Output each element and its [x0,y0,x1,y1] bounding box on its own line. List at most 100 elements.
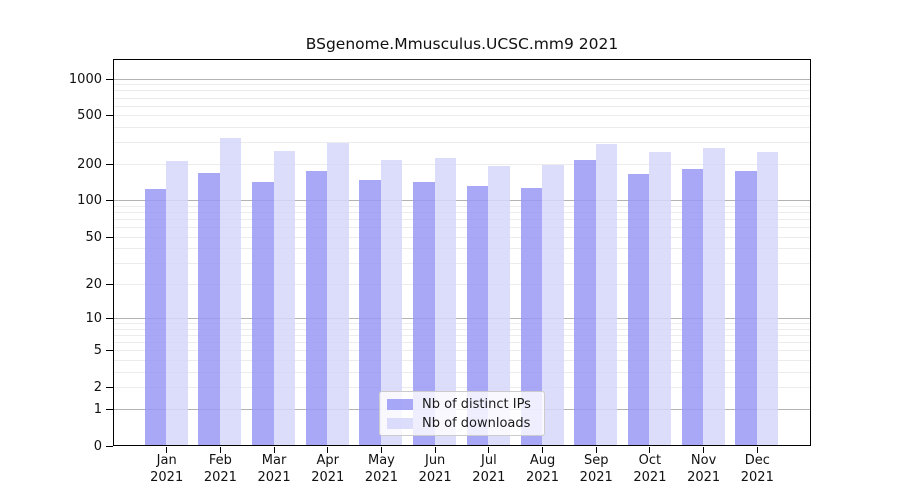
bar-distinct-ips [252,182,274,445]
x-tick-year: 2021 [364,469,398,485]
y-tick-mark [106,115,113,117]
minor-gridline [114,205,810,207]
legend-item-downloads: Nb of downloads [387,416,544,431]
y-tick-label: 5 [93,343,102,359]
minor-gridline [114,350,810,352]
minor-gridline [114,90,810,92]
bar-distinct-ips [198,173,220,445]
y-tick-mark [106,408,113,410]
x-tick-label: Jan 2021 [139,453,195,486]
x-tick-year: 2021 [525,469,560,485]
y-tick-mark [106,387,113,389]
x-tick-label: Nov 2021 [676,453,732,486]
x-tick-month: May [368,453,395,468]
x-tick-month: Feb [208,453,232,468]
bar-distinct-ips [520,187,543,445]
minor-gridline [114,263,810,265]
legend-label-distinct-ips: Nb of distinct IPs [422,396,531,412]
legend-item-distinct-ips: Nb of distinct IPs [387,397,544,412]
bar-distinct-ips [627,174,650,445]
x-tick-year: 2021 [687,469,721,485]
x-tick-month: Jul [481,453,497,468]
minor-gridline [114,97,810,99]
minor-gridline [114,360,810,362]
minor-gridline [114,163,810,165]
x-tick-label: Feb 2021 [192,453,248,486]
y-tick-mark [106,163,113,165]
y-tick-mark [106,318,113,320]
x-tick-year: 2021 [633,469,667,485]
bar-distinct-ips [359,179,381,445]
x-tick-year: 2021 [311,469,345,485]
y-tick-mark [106,350,113,352]
x-tick-mark [488,447,490,453]
x-tick-year: 2021 [418,469,452,485]
minor-gridline [114,219,810,221]
y-tick-label: 200 [77,156,102,172]
legend: Nb of distinct IPs Nb of downloads [379,391,545,436]
x-tick-mark [380,447,382,453]
bar-downloads [542,164,564,445]
x-tick-label: Jun 2021 [407,453,463,486]
y-tick-label: 20 [85,276,102,292]
legend-swatch-downloads-icon [387,417,413,429]
bar-distinct-ips [305,171,328,445]
x-tick-mark [273,447,275,453]
x-tick-label: Aug 2021 [515,453,571,486]
y-tick-label: 500 [77,108,102,124]
minor-gridline [114,236,810,238]
x-tick-month: Sep [583,453,609,468]
bar-downloads [756,151,779,445]
bar-distinct-ips [681,168,704,445]
y-tick-mark [106,78,113,80]
y-tick-label: 1 [93,401,102,417]
bar-downloads [219,137,242,445]
y-tick-mark [106,200,113,202]
bar-downloads [488,166,510,445]
chart-title: BSgenome.Mmusculus.UCSC.mm9 2021 [305,35,619,53]
bar-downloads [703,148,725,445]
x-tick-label: Dec 2021 [729,453,785,486]
bar-downloads [327,143,349,445]
x-tick-mark [434,447,436,453]
plot-area [113,59,811,446]
minor-gridline [114,115,810,117]
x-tick-month: Mar [261,453,287,468]
bar-downloads [273,150,296,445]
minor-gridline [114,323,810,325]
minor-gridline [114,227,810,229]
minor-gridline [114,335,810,337]
x-tick-mark [327,447,329,453]
x-tick-month: Oct [638,453,662,468]
minor-gridline [114,342,810,344]
x-tick-month: Jan [156,453,177,468]
x-tick-month: Dec [744,453,770,468]
x-tick-mark [756,447,758,453]
x-tick-label: Oct 2021 [622,453,678,486]
y-tick-mark [106,236,113,238]
minor-gridline [114,387,810,389]
x-tick-month: Jun [424,453,446,468]
x-tick-label: May 2021 [353,453,409,486]
bar-distinct-ips [574,159,596,445]
major-gridline [114,318,810,320]
minor-gridline [114,127,810,129]
legend-swatch-distinct-ips-icon [387,398,413,410]
minor-gridline [114,105,810,107]
x-tick-year: 2021 [472,469,506,485]
minor-gridline [114,283,810,285]
x-tick-year: 2021 [579,469,613,485]
y-tick-label: 1000 [68,71,102,87]
minor-gridline [114,328,810,330]
x-tick-mark [219,447,221,453]
x-tick-month: Apr [316,453,340,468]
bar-downloads [434,158,457,445]
minor-gridline [114,212,810,214]
x-tick-year: 2021 [740,469,774,485]
bar-distinct-ips [413,182,435,445]
x-tick-mark [703,447,705,453]
x-tick-mark [595,447,597,453]
bar-downloads [649,151,671,445]
bar-distinct-ips [144,189,167,445]
minor-gridline [114,248,810,250]
